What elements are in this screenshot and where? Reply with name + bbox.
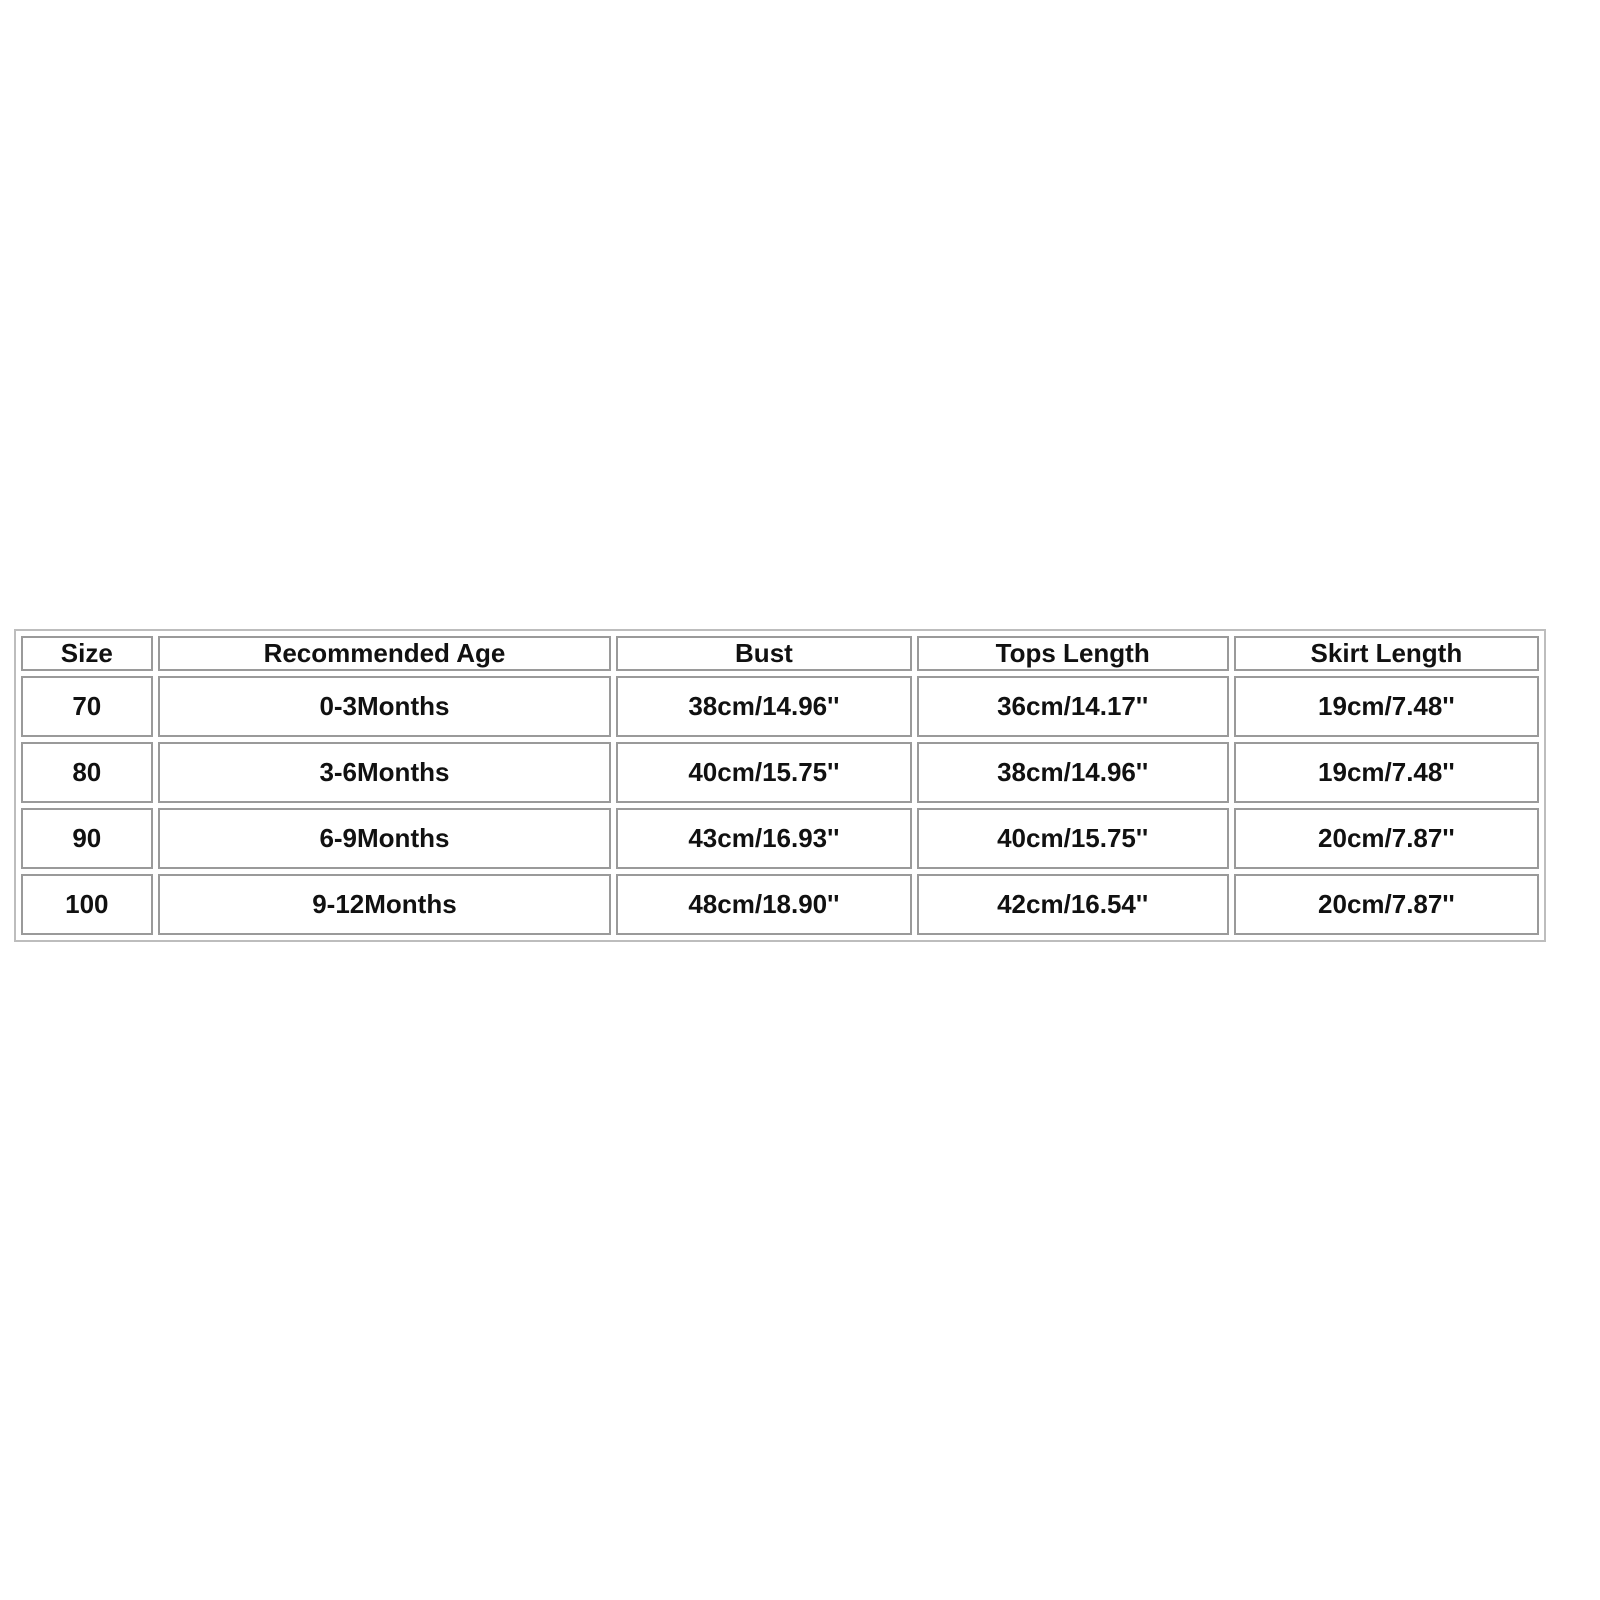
- cell-bust: 38cm/14.96'': [616, 676, 912, 737]
- header-skirt-length: Skirt Length: [1233, 636, 1539, 671]
- cell-tops-length: 38cm/14.96'': [916, 742, 1229, 803]
- cell-tops-length: 42cm/16.54'': [916, 874, 1229, 935]
- table-row: 80 3-6Months 40cm/15.75'' 38cm/14.96'' 19cm/…: [21, 742, 1539, 803]
- cell-skirt-length: 19cm/7.48'': [1233, 742, 1539, 803]
- cell-size: 100: [21, 874, 153, 935]
- cell-recommended-age: 6-9Months: [157, 808, 612, 869]
- header-size: Size: [21, 636, 153, 671]
- cell-bust: 48cm/18.90'': [616, 874, 912, 935]
- table-row: 90 6-9Months 43cm/16.93'' 40cm/15.75'' 20cm/…: [21, 808, 1539, 869]
- cell-recommended-age: 3-6Months: [157, 742, 612, 803]
- cell-size: 80: [21, 742, 153, 803]
- table-row: 70 0-3Months 38cm/14.96'' 36cm/14.17'' 19cm/…: [21, 676, 1539, 737]
- header-row: Size Recommended Age Bust Tops Length Sk…: [21, 636, 1539, 671]
- table-row: 100 9-12Months 48cm/18.90'' 42cm/16.54'' 20c…: [21, 874, 1539, 935]
- cell-tops-length: 40cm/15.75'': [916, 808, 1229, 869]
- cell-recommended-age: 9-12Months: [157, 874, 612, 935]
- size-chart-table: Size Recommended Age Bust Tops Length Sk…: [14, 629, 1546, 942]
- header-recommended-age: Recommended Age: [157, 636, 612, 671]
- cell-skirt-length: 20cm/7.87'': [1233, 808, 1539, 869]
- cell-recommended-age: 0-3Months: [157, 676, 612, 737]
- header-bust: Bust: [616, 636, 912, 671]
- cell-bust: 43cm/16.93'': [616, 808, 912, 869]
- header-tops-length: Tops Length: [916, 636, 1229, 671]
- cell-size: 70: [21, 676, 153, 737]
- cell-tops-length: 36cm/14.17'': [916, 676, 1229, 737]
- cell-bust: 40cm/15.75'': [616, 742, 912, 803]
- cell-skirt-length: 19cm/7.48'': [1233, 676, 1539, 737]
- cell-skirt-length: 20cm/7.87'': [1233, 874, 1539, 935]
- cell-size: 90: [21, 808, 153, 869]
